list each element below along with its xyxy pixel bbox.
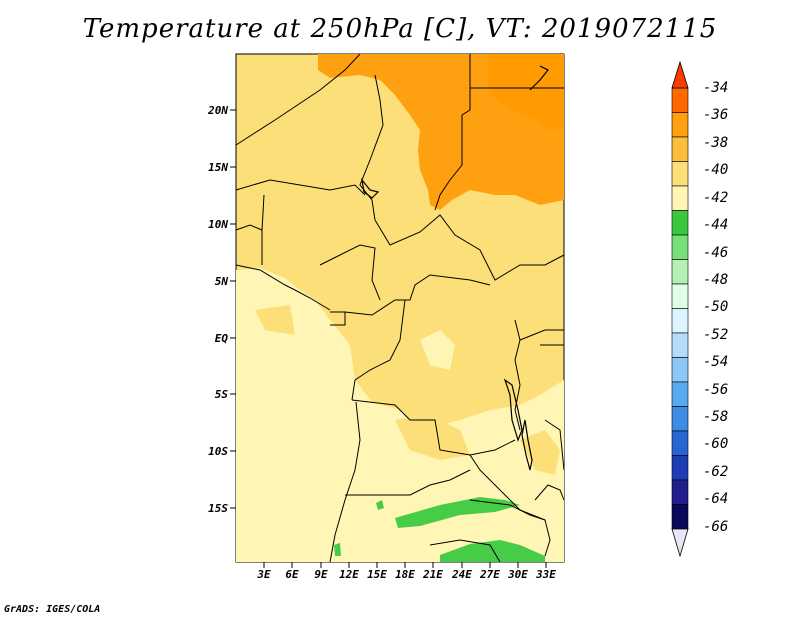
lat-label-eq: EQ	[214, 332, 228, 345]
lon-label-24e: 24E	[452, 568, 472, 581]
lon-label-6e: 6E	[285, 568, 299, 581]
lon-label-18e: 18E	[395, 568, 415, 581]
colorbar-cell	[671, 234, 689, 260]
temp-zone-minus42-west	[255, 305, 295, 335]
colorbar-cell	[671, 357, 689, 383]
tick-marks	[230, 109, 547, 568]
lon-label-33e: 33E	[536, 568, 556, 581]
lat-label-5n: 5N	[214, 275, 228, 288]
lat-label-15n: 15N	[208, 161, 228, 174]
colorbar-label-minus56: -56	[703, 382, 729, 398]
map-title: Temperature at 250hPa [C], VT: 201907211…	[82, 14, 718, 44]
colorbar-cell	[671, 283, 689, 309]
colorbar-top-arrow	[671, 60, 689, 89]
colorbar-cell	[671, 161, 689, 187]
lat-label-5s: 5S	[214, 388, 228, 401]
lon-label-9e: 9E	[314, 568, 328, 581]
lat-label-15s: 15S	[208, 502, 228, 515]
colorbar-label-minus60: -60	[703, 436, 729, 452]
colorbar-cell	[671, 479, 689, 505]
country-borders	[235, 53, 565, 563]
colorbar-cell	[671, 185, 689, 211]
temp-zone-minus44-center	[420, 330, 455, 370]
colorbar-cell	[671, 381, 689, 407]
colorbar-cell	[671, 308, 689, 334]
colorbar-bottom-arrow	[671, 528, 689, 558]
colorbar-label-minus54: -54	[703, 354, 729, 370]
colorbar-cell	[671, 136, 689, 162]
lat-label-20n: 20N	[208, 104, 228, 117]
temp-zone-minus46-b	[440, 540, 545, 562]
lon-label-12e: 12E	[339, 568, 359, 581]
lon-label-30e: 30E	[508, 568, 528, 581]
colorbar-label-minus52: -52	[703, 327, 729, 343]
grads-credit: GrADS: IGES/COLA	[4, 604, 101, 615]
temp-zone-minus42-south	[395, 415, 470, 460]
temp-zone-minus44	[236, 268, 564, 562]
temp-zone-minus46-d	[334, 543, 341, 556]
lakes	[361, 65, 549, 471]
colorbar-label-minus46: -46	[703, 245, 729, 261]
colorbar-cells	[671, 87, 689, 530]
colorbar-label-minus44: -44	[703, 217, 729, 233]
lon-label-15e: 15E	[367, 568, 387, 581]
lat-label-10n: 10N	[208, 218, 228, 231]
colorbar-label-minus58: -58	[703, 409, 729, 425]
colorbar-label-minus64: -64	[703, 491, 729, 507]
colorbar-cell	[671, 504, 689, 530]
temp-zone-minus46-a	[395, 497, 520, 528]
lon-label-21e: 21E	[423, 568, 443, 581]
colorbar-cell	[671, 210, 689, 236]
colorbar-cell	[671, 332, 689, 358]
colorbar-cell	[671, 87, 689, 113]
colorbar-cell	[671, 430, 689, 456]
colorbar-label-minus48: -48	[703, 272, 729, 288]
colorbar-label-minus42: -42	[703, 190, 729, 206]
colorbar-label-minus34: -34	[703, 80, 729, 96]
colorbar-cell	[671, 455, 689, 481]
colorbar-cell	[671, 112, 689, 138]
colorbar-label-minus62: -62	[703, 464, 729, 480]
colorbar-label-minus36: -36	[703, 107, 729, 123]
colorbar-label-minus66: -66	[703, 519, 729, 535]
colorbar-label-minus50: -50	[703, 299, 729, 315]
lon-label-3e: 3E	[257, 568, 271, 581]
temp-zone-minus46-c	[376, 500, 384, 510]
colorbar-label-minus38: -38	[703, 135, 729, 151]
colorbar-label-minus40: -40	[703, 162, 729, 178]
colorbar-cell	[671, 406, 689, 432]
lat-label-10s: 10S	[208, 445, 228, 458]
lon-label-27e: 27E	[480, 568, 500, 581]
colorbar-cell	[671, 259, 689, 285]
temp-zone-minus42-east	[520, 430, 560, 475]
